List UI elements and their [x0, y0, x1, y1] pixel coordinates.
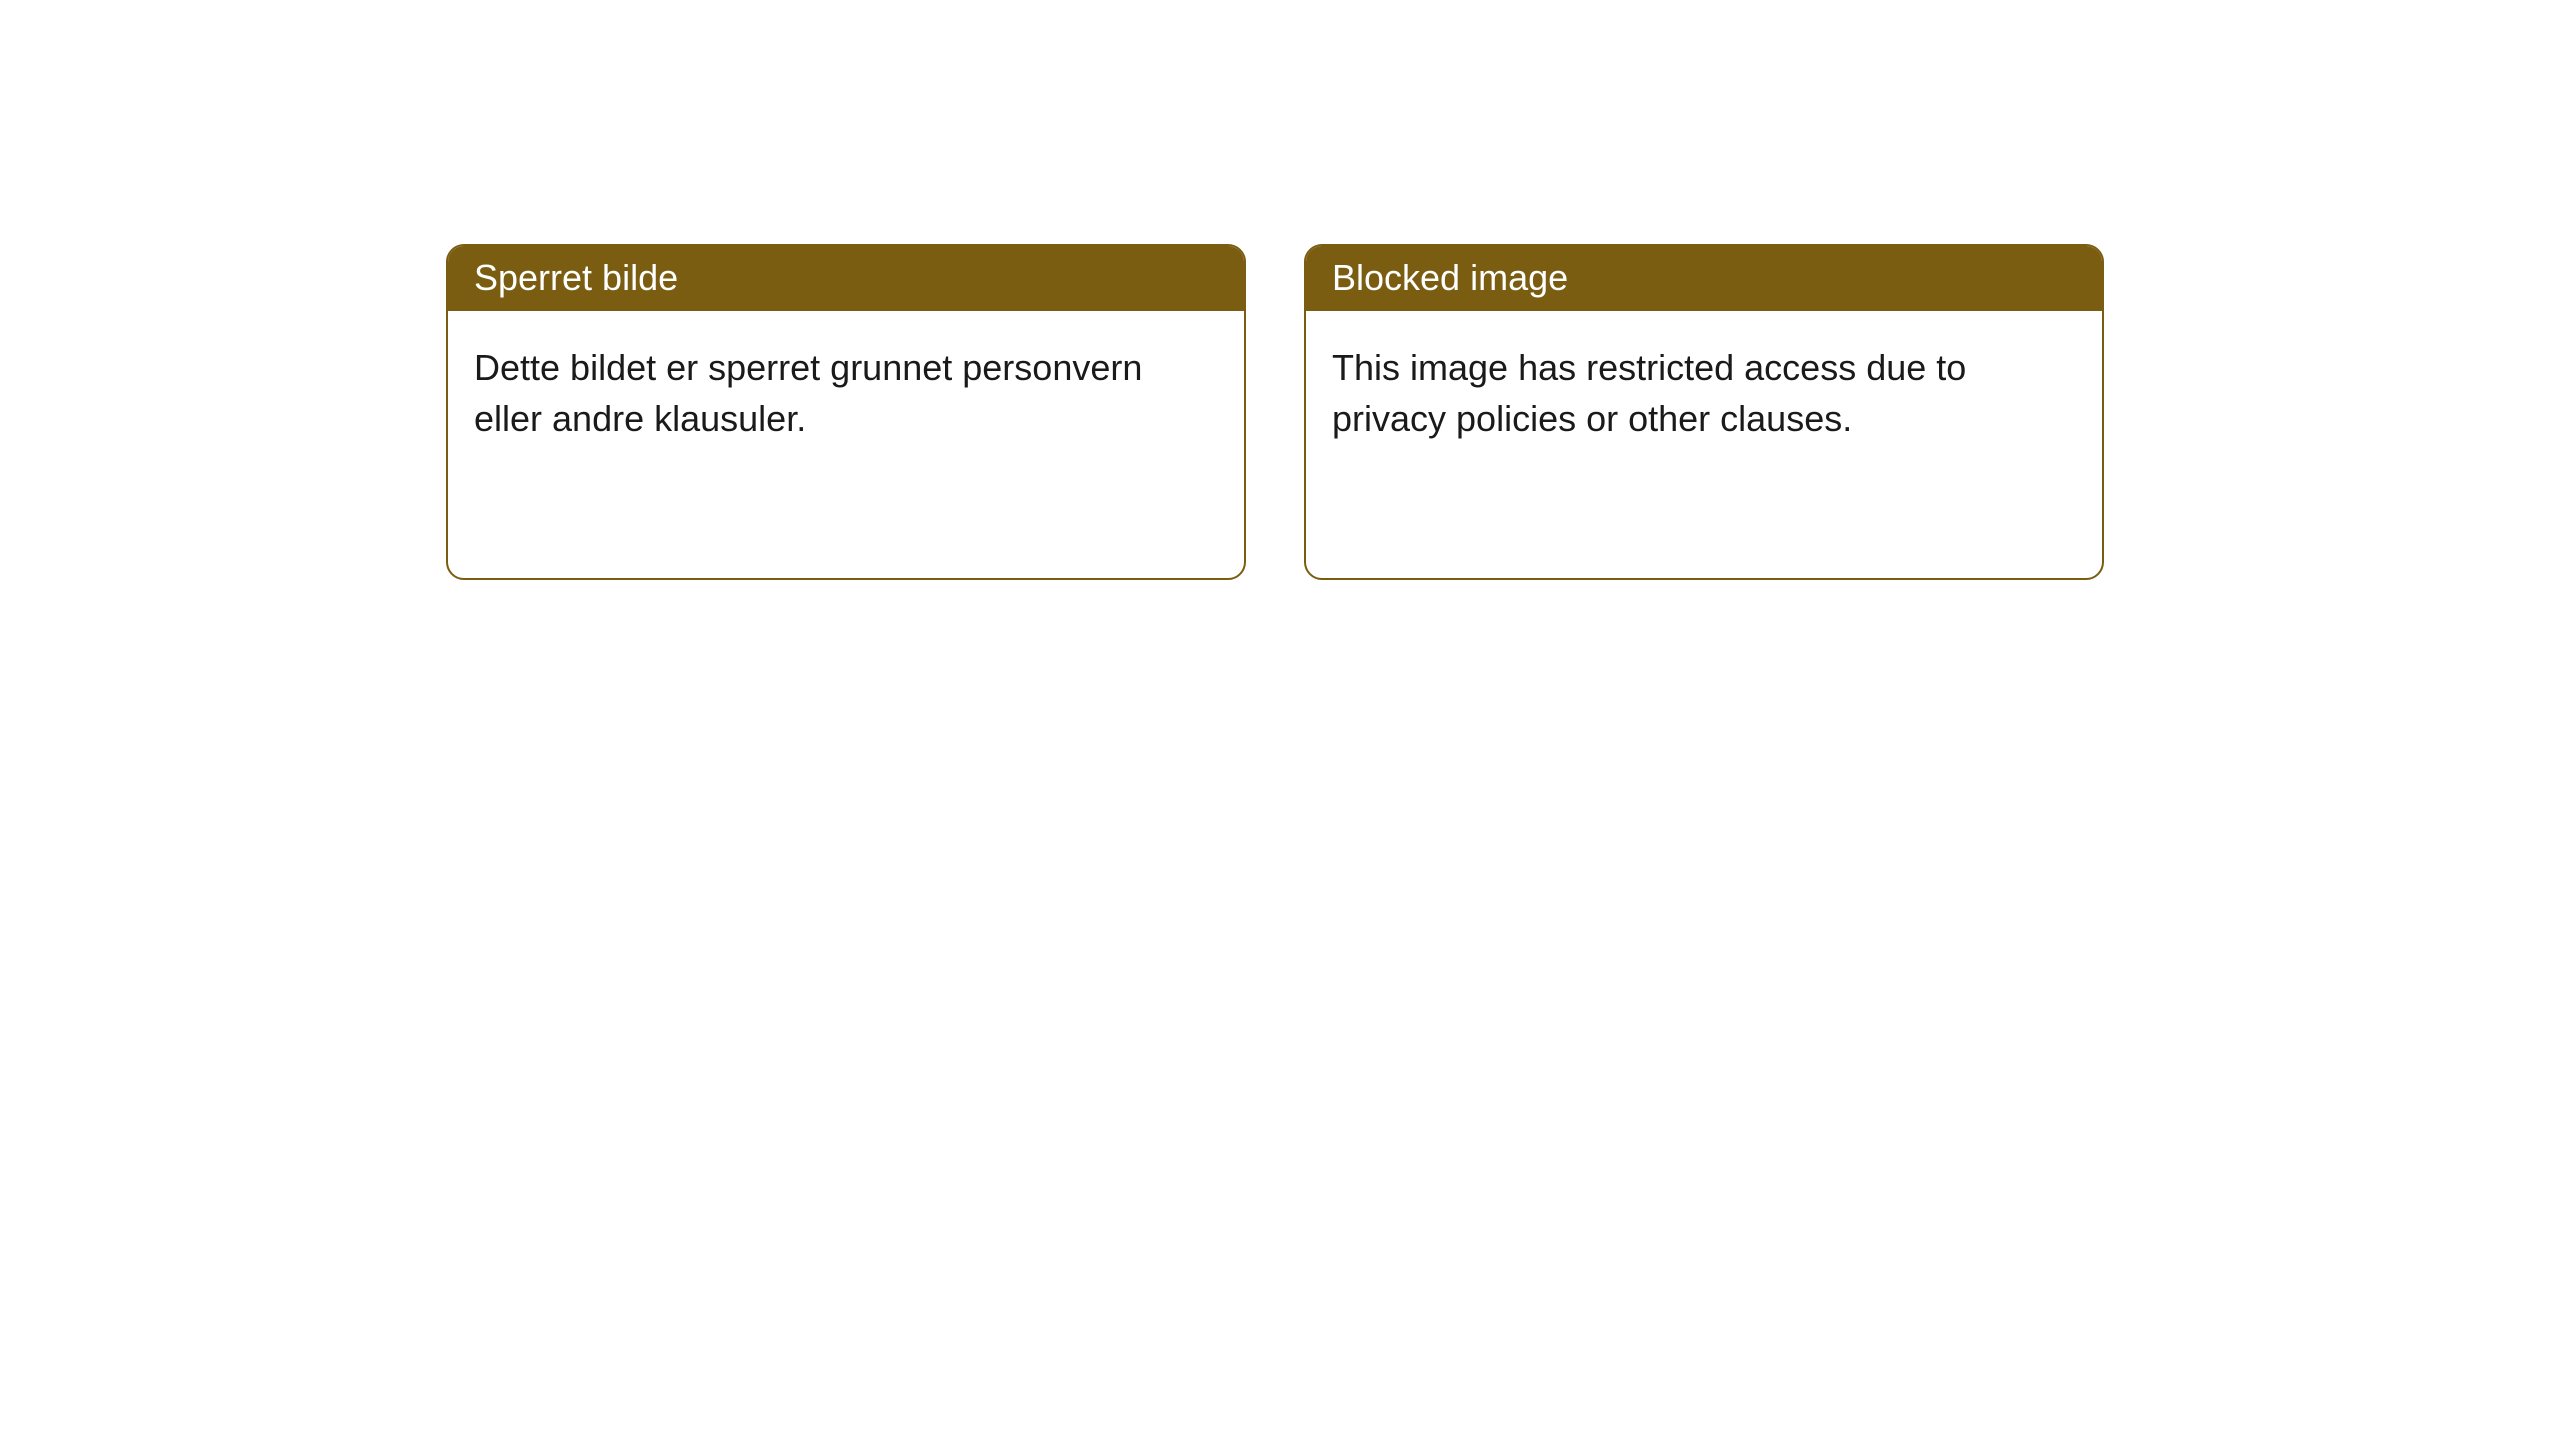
card-title: Blocked image	[1306, 246, 2102, 311]
card-body: Dette bildet er sperret grunnet personve…	[448, 311, 1244, 476]
card-body: This image has restricted access due to …	[1306, 311, 2102, 476]
cards-container: Sperret bilde Dette bildet er sperret gr…	[0, 0, 2560, 580]
card-english: Blocked image This image has restricted …	[1304, 244, 2104, 580]
card-title: Sperret bilde	[448, 246, 1244, 311]
card-norwegian: Sperret bilde Dette bildet er sperret gr…	[446, 244, 1246, 580]
